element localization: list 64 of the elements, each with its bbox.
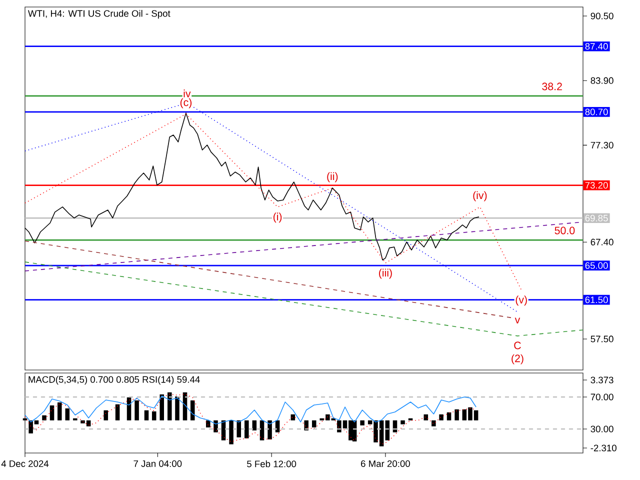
y2-tick-label: 30.00: [590, 426, 614, 432]
bar: [268, 420, 272, 440]
bar: [446, 412, 452, 420]
y-tick-label: 3.373: [590, 376, 614, 384]
bar: [134, 400, 139, 420]
bar: [312, 420, 316, 428]
bar: [50, 405, 54, 420]
line-series: [24, 394, 476, 445]
bar: [400, 420, 405, 424]
y-tick-label: 57.50: [590, 336, 614, 342]
annotation: C: [514, 342, 521, 350]
bar: [175, 396, 180, 420]
y-tick-label: 67.40: [590, 238, 614, 246]
y-tick-label: -2.310: [590, 444, 616, 452]
ref-line-label: 61.50: [585, 296, 608, 304]
annotation: (v): [516, 296, 527, 306]
ref-line-label: 80.70: [585, 108, 608, 116]
annotation: 50.0: [554, 226, 575, 234]
y-tick-label: 90.50: [590, 12, 614, 20]
bar: [152, 411, 156, 420]
bar: [168, 392, 172, 420]
bar: [229, 420, 234, 444]
bar: [115, 404, 120, 420]
y-tick-label: 77.30: [590, 142, 614, 148]
y-tick-label: 83.90: [590, 77, 614, 84]
bar: [144, 410, 149, 420]
bar: [360, 420, 364, 426]
chart-title: WTI, H4: WTI US Crude Oil - Spot: [28, 10, 170, 19]
bar: [432, 420, 436, 426]
bar: [65, 408, 70, 420]
ref-line-label: 73.20: [585, 182, 608, 189]
line-series: [24, 396, 476, 424]
x-tick-label: 4 Dec 2024: [1, 460, 49, 467]
y2-tick-label: 70.00: [590, 394, 614, 400]
x-tick-label: 5 Feb 12:00: [247, 460, 296, 468]
annotation: (2): [512, 354, 524, 364]
annotation: (ii): [327, 172, 338, 182]
bar: [160, 394, 164, 420]
bar: [304, 420, 308, 430]
ref-line-label: 87.40: [585, 43, 608, 50]
bar: [424, 414, 428, 420]
bar: [236, 420, 242, 438]
annotation: (c): [180, 98, 192, 108]
bar: [244, 420, 249, 438]
annotation: (i): [273, 212, 282, 223]
x-tick-label: 6 Mar 20:00: [361, 460, 410, 467]
annotation: (iv): [473, 191, 487, 202]
annotation: 38.2: [542, 82, 562, 90]
bar: [57, 402, 62, 420]
bar: [454, 409, 459, 420]
annotation: v: [514, 318, 520, 324]
ref-line-label: 65.00: [585, 262, 608, 269]
bar: [252, 420, 257, 430]
chart-title: MACD(5,34,5) 0.700 0.805 RSI(14) 59.44: [28, 376, 200, 385]
x-tick-label: 7 Jan 04:00: [134, 460, 182, 467]
bar: [290, 414, 296, 420]
bar: [260, 420, 264, 440]
ref-line-label: 69.85: [585, 214, 608, 222]
bar: [439, 414, 444, 420]
bar: [104, 410, 108, 420]
annotation: (iii): [379, 268, 392, 279]
bar: [206, 420, 210, 428]
bar: [42, 415, 46, 420]
annotation: iv: [184, 90, 191, 98]
